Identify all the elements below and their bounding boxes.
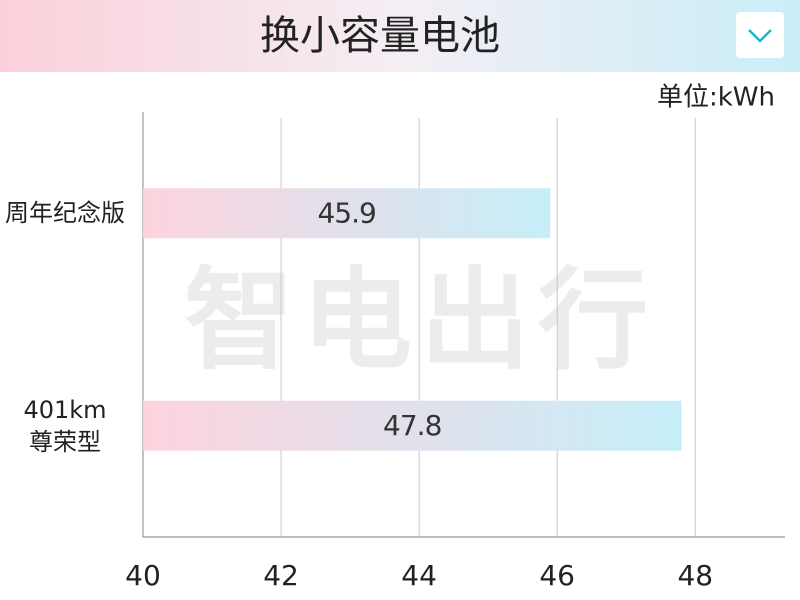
y-tick-label: 401km 尊荣型 [23, 395, 107, 456]
x-tick-label: 42 [263, 559, 299, 592]
x-tick-label: 48 [677, 559, 713, 592]
y-tick-label: 周年纪念版 [5, 199, 125, 228]
watermark: 智电出行 [184, 256, 656, 384]
bar [143, 400, 682, 451]
dropdown-box[interactable] [736, 12, 784, 58]
chevron-icon[interactable] [748, 29, 772, 43]
unit-label: 单位:kWh [657, 83, 775, 113]
x-tick-label: 44 [401, 559, 437, 592]
value-label: 47.8 [383, 409, 441, 442]
x-tick-label: 46 [539, 559, 575, 592]
dropdown-button[interactable] [736, 12, 784, 58]
chart-title: 换小容量电池 [260, 13, 500, 59]
x-tick-label: 40 [125, 559, 161, 592]
bar [143, 188, 551, 239]
value-label: 45.9 [317, 196, 375, 229]
header-band [0, 0, 800, 72]
